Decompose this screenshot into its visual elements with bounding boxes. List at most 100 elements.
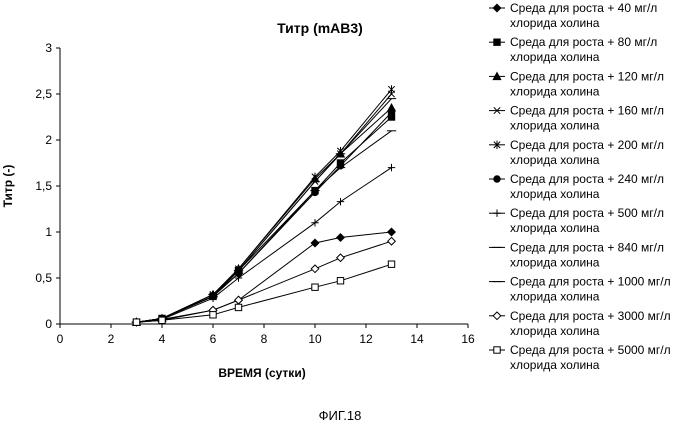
x-tick-label: 10 [308, 332, 322, 346]
legend-label-line-1: Среда для роста + 200 мг/л [510, 138, 664, 152]
data-point [388, 109, 394, 115]
legend-label-line-1: Среда для роста + 500 мг/л [510, 206, 664, 220]
legend-label: Среда для роста + 160 мг/лхлорида холина [510, 104, 664, 133]
legend-item-11: Среда для роста + 5000 мг/лхлорида холин… [489, 343, 671, 372]
legend-label-line-1: Среда для роста + 40 мг/л [510, 1, 657, 15]
legend-label-line-1: Среда для роста + 840 мг/л [510, 240, 664, 254]
legend-marker [493, 312, 501, 320]
data-point [388, 85, 394, 93]
y-tick-label: 0 [45, 317, 52, 331]
data-point [388, 228, 396, 236]
legend-item-6: Среда для роста + 240 мг/лхлорида холина [489, 172, 664, 201]
series-line [137, 99, 392, 323]
figure-label: ФИГ.18 [319, 408, 362, 423]
x-tick-label: 6 [210, 332, 217, 346]
legend-label: Среда для роста + 120 мг/лхлорида холина [510, 69, 664, 98]
y-axis-label: Титр (-) [1, 165, 15, 208]
series-1 [133, 228, 396, 326]
legend: Среда для роста + 40 мг/лхлорида холинаС… [489, 1, 671, 372]
legend-item-3: Среда для роста + 120 мг/лхлорида холина [489, 69, 664, 98]
legend-label: Среда для роста + 3000 мг/лхлорида холин… [510, 309, 671, 338]
data-point [337, 254, 345, 262]
series-group [132, 85, 396, 326]
legend-label-line-1: Среда для роста + 3000 мг/л [510, 309, 671, 323]
legend-label-line-1: Среда для роста + 80 мг/л [510, 35, 657, 49]
x-tick-label: 16 [461, 332, 475, 346]
legend-label-line-2: хлорида холина [510, 119, 600, 133]
y-tick-label: 2,5 [35, 87, 52, 101]
legend-label-line-2: хлорида холина [510, 187, 600, 201]
data-point [388, 164, 395, 171]
legend-label-line-1: Среда для роста + 120 мг/л [510, 69, 664, 83]
legend-marker [493, 210, 500, 217]
x-tick-label: 14 [410, 332, 424, 346]
data-point [337, 278, 343, 284]
legend-marker [493, 4, 501, 12]
legend-label-line-2: хлорида холина [510, 84, 600, 98]
x-axis-label: ВРЕМЯ (сутки) [218, 366, 305, 380]
series-line [137, 168, 392, 323]
legend-label: Среда для роста + 1000 мг/лхлорида холин… [510, 275, 671, 304]
data-point [159, 317, 165, 323]
y-tick-label: 1,5 [35, 179, 52, 193]
data-point [210, 312, 216, 318]
data-point [337, 234, 345, 242]
legend-label-line-2: хлорида холина [510, 358, 600, 372]
legend-item-7: Среда для роста + 500 мг/лхлорида холина [489, 206, 664, 235]
series-line [137, 131, 392, 322]
legend-label: Среда для роста + 5000 мг/лхлорида холин… [510, 343, 671, 372]
data-point [235, 296, 243, 304]
legend-label: Среда для роста + 240 мг/лхлорида холина [510, 172, 664, 201]
legend-item-8: Среда для роста + 840 мг/лхлорида холина [489, 240, 664, 269]
legend-item-1: Среда для роста + 40 мг/лхлорида холина [489, 1, 657, 30]
series-line [137, 89, 392, 322]
y-tick-label: 2 [45, 133, 52, 147]
x-tick-label: 0 [57, 332, 64, 346]
legend-label-line-1: Среда для роста + 240 мг/л [510, 172, 664, 186]
x-tick-label: 8 [261, 332, 268, 346]
data-point [388, 261, 394, 267]
legend-label: Среда для роста + 840 мг/лхлорида холина [510, 240, 664, 269]
axes: 0 2 4 6 8 10 12 14 16 0 0,5 1 1,5 2 2,5 3 [35, 41, 475, 346]
legend-label-line-1: Среда для роста + 1000 мг/л [510, 275, 671, 289]
legend-label-line-2: хлорида холина [510, 324, 600, 338]
series-6 [133, 109, 394, 325]
legend-marker [494, 39, 500, 45]
data-point [311, 265, 319, 273]
legend-label: Среда для роста + 80 мг/лхлорида холина [510, 35, 657, 64]
data-point [312, 284, 318, 290]
data-point [311, 239, 319, 247]
legend-label-line-2: хлорида холина [510, 255, 600, 269]
legend-marker [494, 176, 500, 182]
series-line [137, 112, 392, 322]
series-line [137, 117, 392, 322]
series-7 [133, 164, 395, 326]
y-tick-label: 0,5 [35, 271, 52, 285]
y-tick-label: 3 [45, 41, 52, 55]
legend-item-9: Среда для роста + 1000 мг/лхлорида холин… [489, 275, 671, 304]
legend-item-5: Среда для роста + 200 мг/лхлорида холина [489, 138, 664, 167]
legend-marker [494, 347, 500, 353]
data-point [133, 319, 139, 325]
legend-label-line-2: хлорида холина [510, 50, 600, 64]
legend-label-line-2: хлорида холина [510, 153, 600, 167]
x-tick-label: 12 [359, 332, 373, 346]
legend-item-10: Среда для роста + 3000 мг/лхлорида холин… [489, 309, 671, 338]
series-8 [132, 131, 396, 322]
legend-label-line-1: Среда для роста + 5000 мг/л [510, 343, 671, 357]
data-point [388, 237, 396, 245]
legend-label-line-2: хлорида холина [510, 16, 600, 30]
series-line [137, 241, 392, 322]
x-tick-label: 4 [159, 332, 166, 346]
x-tick-label: 2 [108, 332, 115, 346]
y-tick-label: 1 [45, 225, 52, 239]
series-2 [133, 114, 394, 326]
legend-label: Среда для роста + 40 мг/лхлорида холина [510, 1, 657, 30]
series-11 [133, 261, 394, 325]
legend-label: Среда для роста + 200 мг/лхлорида холина [510, 138, 664, 167]
chart-title: Титр (mAB3) [277, 20, 363, 36]
legend-label-line-2: хлорида холина [510, 221, 600, 235]
legend-label-line-2: хлорида холина [510, 290, 600, 304]
legend-item-2: Среда для роста + 80 мг/лхлорида холина [489, 35, 657, 64]
